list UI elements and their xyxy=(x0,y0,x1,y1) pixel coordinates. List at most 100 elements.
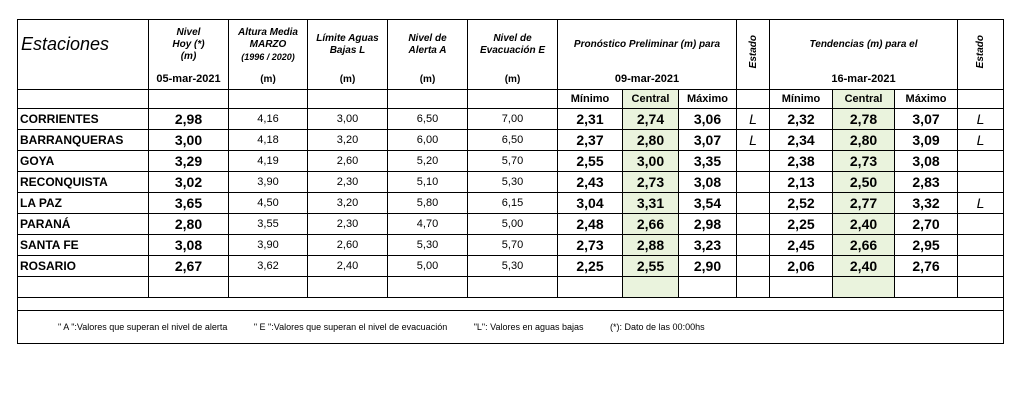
tend-maximo-value: 3,32 xyxy=(894,192,959,214)
sub-empty-6 xyxy=(467,89,558,109)
pron-central-value: 2,88 xyxy=(622,234,679,256)
blank-cell xyxy=(307,276,388,298)
legend-aguas-bajas: "L": Valores en aguas bajas xyxy=(473,322,584,332)
pron-maximo-value: 3,35 xyxy=(677,150,738,172)
alerta-value: 5,20 xyxy=(387,150,468,172)
evac-line2: Evacuación E xyxy=(479,44,546,56)
evacuacion-value: 5,30 xyxy=(467,255,558,277)
tend-minimo-value: 2,45 xyxy=(769,234,834,256)
pron-estado-value xyxy=(736,255,771,277)
altura-media-value: 3,90 xyxy=(228,171,308,193)
tend-maximo-value: 2,70 xyxy=(894,213,959,235)
evacuacion-value: 5,70 xyxy=(467,150,558,172)
pron-maximo-value: 3,06 xyxy=(677,108,738,130)
limite-value: 3,00 xyxy=(307,108,388,130)
blank-cell xyxy=(387,276,468,298)
table-row: BARRANQUERAS 3,00 4,18 3,20 6,00 6,50 2,… xyxy=(17,129,1005,151)
blank-cell xyxy=(17,276,149,298)
pron-estado-value: L xyxy=(736,108,771,130)
alerta-value: 5,30 xyxy=(387,234,468,256)
sub-empty-estado2 xyxy=(957,89,1005,109)
tend-central-value: 2,77 xyxy=(832,192,896,214)
nivel-hoy-value: 3,29 xyxy=(148,150,229,172)
table-row: GOYA 3,29 4,19 2,60 5,20 5,70 2,55 3,00 … xyxy=(17,150,1005,172)
limite-value: 3,20 xyxy=(307,192,388,214)
blank-cell xyxy=(894,276,959,298)
altura-media-value: 3,62 xyxy=(228,255,308,277)
alerta-value: 5,10 xyxy=(387,171,468,193)
station-name: CORRIENTES xyxy=(17,108,149,130)
tend-estado-value: L xyxy=(957,108,1005,130)
legend-cell: " A ":Valores que superan el nivel de al… xyxy=(16,310,1005,344)
pron-minimo-value: 2,25 xyxy=(557,255,623,277)
estado-header: Estado xyxy=(736,19,771,90)
limite-value: 2,30 xyxy=(307,213,388,235)
station-name: PARANÁ xyxy=(17,213,149,235)
tend-minimo-value: 2,38 xyxy=(769,150,834,172)
tend-maximo-value: 3,07 xyxy=(894,108,959,130)
sub-empty-3 xyxy=(228,89,308,109)
nivel-hoy-value: 2,80 xyxy=(148,213,229,235)
alerta-line1: Nivel de xyxy=(408,32,447,44)
blank-cell xyxy=(557,276,623,298)
limite-value: 3,20 xyxy=(307,129,388,151)
nivel-hoy-line3: (m) xyxy=(180,50,197,62)
tend-central-value: 2,73 xyxy=(832,150,896,172)
tend-maximo-value: 2,83 xyxy=(894,171,959,193)
tend-minimo-value: 2,25 xyxy=(769,213,834,235)
blank-cell xyxy=(832,276,896,298)
pronostico-date: 09-mar-2021 xyxy=(556,69,738,90)
station-name: LA PAZ xyxy=(17,192,149,214)
tend-maximo-value: 2,76 xyxy=(894,255,959,277)
tend-estado-value xyxy=(957,213,1005,235)
tend-minimo-value: 2,13 xyxy=(769,171,834,193)
evacuacion-value: 6,15 xyxy=(467,192,558,214)
evac-line1: Nivel de xyxy=(493,32,532,44)
alerta-value: 6,00 xyxy=(387,129,468,151)
tend-maximo-value: 3,08 xyxy=(894,150,959,172)
pron-maximo-header: Máximo xyxy=(677,89,738,109)
nivel-hoy-value: 2,98 xyxy=(148,108,229,130)
pronostico-header: Pronóstico Preliminar (m) para xyxy=(556,19,738,70)
tend-minimo-value: 2,32 xyxy=(769,108,834,130)
evacuacion-value: 5,00 xyxy=(467,213,558,235)
station-name: BARRANQUERAS xyxy=(17,129,149,151)
pron-maximo-value: 3,07 xyxy=(677,129,738,151)
nivel-hoy-line2: Hoy (*) xyxy=(172,38,205,50)
station-name: RECONQUISTA xyxy=(17,171,149,193)
evacuacion-value: 5,70 xyxy=(467,234,558,256)
station-name: SANTA FE xyxy=(17,234,149,256)
legend-row: " A ":Valores que superan el nivel de al… xyxy=(16,310,1005,344)
limite-unit: (m) xyxy=(307,69,388,90)
pron-minimo-header: Mínimo xyxy=(557,89,623,109)
tend-estado-value xyxy=(957,234,1005,256)
estado2-label: Estado xyxy=(975,35,987,69)
alerta-unit: (m) xyxy=(387,69,468,90)
limite-value: 2,40 xyxy=(307,255,388,277)
nivel-hoy-line1: Nivel xyxy=(176,26,201,38)
pron-maximo-value: 3,54 xyxy=(677,192,738,214)
blank-cell xyxy=(769,276,834,298)
altura-line3: (1996 / 2020) xyxy=(241,51,295,62)
pron-maximo-value: 2,98 xyxy=(677,213,738,235)
pron-central-value: 2,66 xyxy=(622,213,679,235)
table-row: RECONQUISTA 3,02 3,90 2,30 5,10 5,30 2,4… xyxy=(17,171,1005,193)
pron-minimo-value: 2,55 xyxy=(557,150,623,172)
tend-central-value: 2,50 xyxy=(832,171,896,193)
tend-central-value: 2,80 xyxy=(832,129,896,151)
legend-evacuacion: " E ":Valores que superan el nivel de ev… xyxy=(253,322,448,332)
blank-cell xyxy=(148,276,229,298)
blank-cell xyxy=(467,276,558,298)
estado-label: Estado xyxy=(747,35,759,69)
pron-estado-value xyxy=(736,150,771,172)
tendencias-header: Tendencias (m) para el xyxy=(769,19,959,70)
alerta-value: 4,70 xyxy=(387,213,468,235)
nivel-hoy-header: Nivel Hoy (*) (m) xyxy=(148,19,229,70)
hydro-forecast-table: Estaciones Nivel Hoy (*) (m) Altura Medi… xyxy=(16,19,1005,344)
tend-maximo-value: 2,95 xyxy=(894,234,959,256)
evacuacion-value: 7,00 xyxy=(467,108,558,130)
estaciones-header: Estaciones xyxy=(17,19,149,70)
alerta-line2: Alerta A xyxy=(408,44,447,56)
sub-empty-4 xyxy=(307,89,388,109)
blank-cell xyxy=(736,276,771,298)
